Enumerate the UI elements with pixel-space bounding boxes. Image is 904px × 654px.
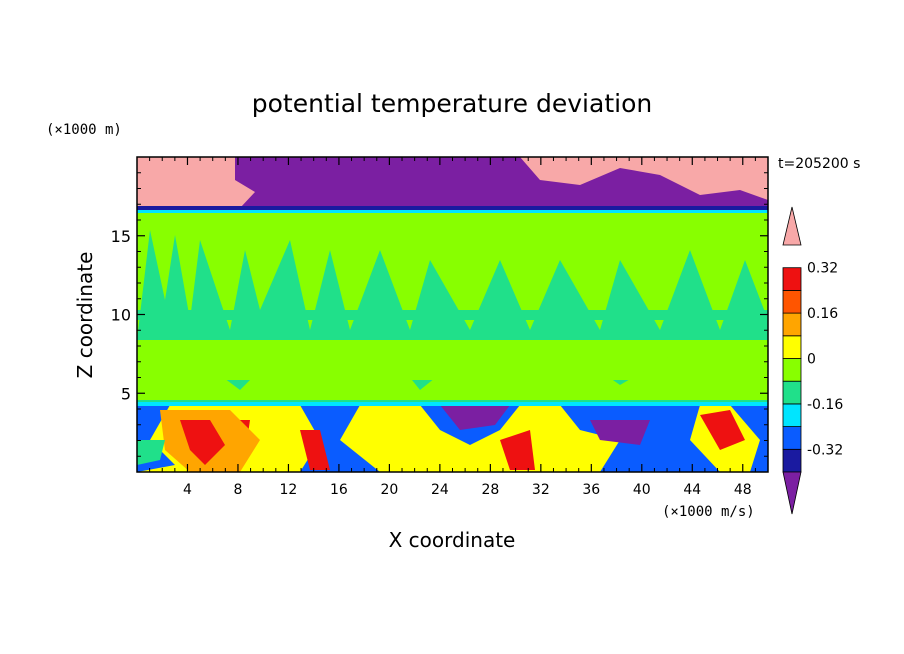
x-tick-label: 16 [330, 482, 348, 498]
x-tick-label: 8 [233, 482, 242, 498]
colorbar-label: -0.32 [807, 442, 843, 458]
field-layer [137, 157, 768, 472]
x-tick-label: 4 [183, 482, 192, 498]
colorbar-band [782, 403, 802, 427]
x-tick-label: 48 [734, 482, 752, 498]
x-unit-label: (×1000 m/s) [662, 504, 755, 520]
y-tick-label: 5 [121, 384, 131, 403]
colorbar-band [782, 312, 802, 337]
x-axis: 4 8 12 16 20 24 28 32 36 40 44 48 [149, 157, 756, 498]
field-boundary-top-cyan [137, 402, 768, 406]
colorbar-extend-low [782, 471, 802, 515]
time-label: t=205200 s [778, 156, 860, 172]
colorbar-band [782, 267, 802, 291]
y-axis: 5 10 15 [111, 172, 768, 457]
x-axis-label: X coordinate [389, 528, 516, 552]
field-boundary-red-core [180, 420, 225, 465]
y-tick-label: 10 [111, 306, 131, 325]
colorbar-band [782, 358, 802, 382]
x-tick-label: 44 [683, 482, 701, 498]
field-tropopause-line [137, 206, 768, 210]
field-boundary-red [175, 410, 745, 470]
colorbar-extend-high [782, 206, 802, 246]
colorbar-label: 0 [807, 352, 816, 368]
colorbar-band [782, 289, 802, 314]
y-axis-label: Z coordinate [73, 252, 97, 379]
field-streaks-teal [137, 230, 768, 340]
chart-title: potential temperature deviation [252, 89, 652, 118]
colorbar-label: 0.16 [807, 306, 838, 322]
colorbar: 0.32 0.16 0 -0.16 -0.32 [782, 206, 843, 515]
y-unit-label: (×1000 m) [46, 122, 122, 138]
field-stratosphere-purple [235, 157, 768, 208]
colorbar-label: -0.16 [807, 397, 843, 413]
field-tropopause-cyan [137, 210, 768, 213]
colorbar-band [782, 426, 802, 450]
colorbar-band [782, 335, 802, 359]
x-tick-label: 20 [380, 482, 398, 498]
x-tick-label: 40 [633, 482, 651, 498]
x-tick-label: 28 [481, 482, 499, 498]
field-boundary-teal-left [137, 440, 165, 465]
colorbar-label: 0.32 [807, 261, 838, 277]
colorbar-band [782, 380, 802, 405]
x-tick-label: 36 [582, 482, 600, 498]
x-tick-label: 32 [532, 482, 550, 498]
x-tick-label: 12 [280, 482, 298, 498]
x-tick-label: 24 [431, 482, 449, 498]
field-boundary-purple [440, 405, 650, 445]
y-tick-label: 15 [111, 227, 131, 246]
colorbar-band [782, 448, 802, 473]
field-patch-green-lower [137, 340, 768, 400]
